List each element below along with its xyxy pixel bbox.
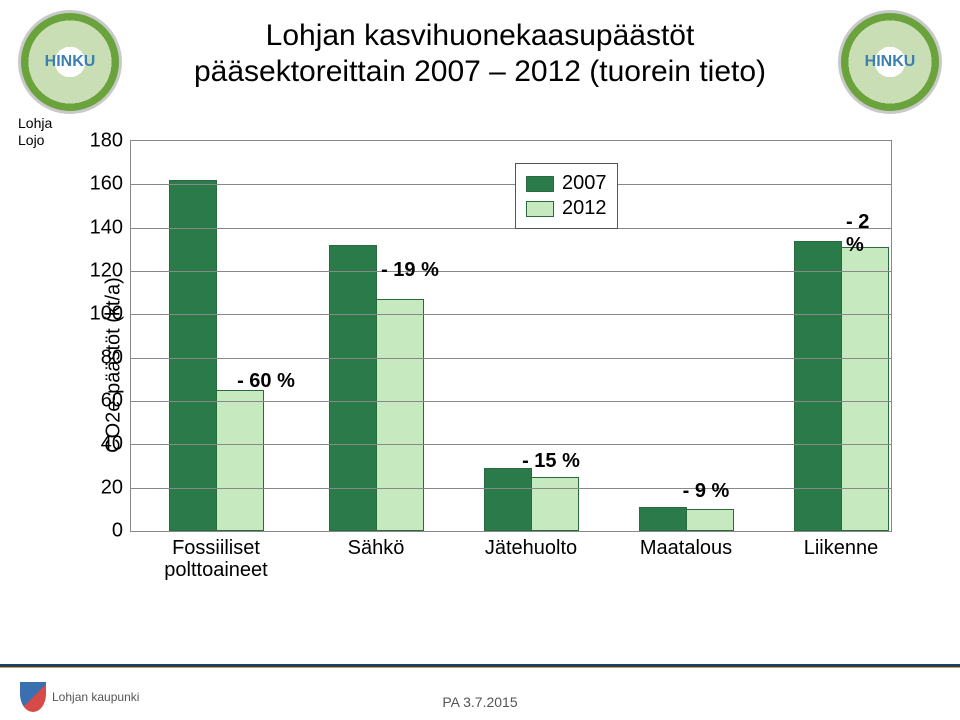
y-tick: 140 [90, 216, 123, 239]
y-tick: 180 [90, 130, 123, 153]
footer: Lohjan kaupunki PA 3.7.2015 [0, 664, 960, 720]
x-label: Sähkö [296, 537, 456, 559]
y-tick: 60 [101, 390, 123, 413]
crest-text: Lohjan kaupunki [52, 690, 139, 704]
gridline [131, 358, 891, 359]
legend: 20072012 [515, 163, 618, 229]
title-line-1: Lohjan kasvihuonekaasupäästöt [0, 18, 960, 54]
bar-2012 [216, 390, 264, 531]
shield-icon [20, 682, 46, 712]
y-tick: 160 [90, 173, 123, 196]
bar-2007 [639, 507, 687, 531]
x-label: Liikenne [761, 537, 921, 559]
legend-label: 2012 [562, 197, 607, 220]
title-line-2: pääsektoreittain 2007 – 2012 (tuorein ti… [0, 54, 960, 90]
logo-left-sub1: Lohja [18, 116, 122, 131]
gridline [131, 271, 891, 272]
legend-row: 2012 [526, 197, 607, 220]
bar-2007 [169, 180, 217, 531]
bars-layer [131, 141, 891, 531]
footer-date: PA 3.7.2015 [442, 694, 517, 710]
legend-row: 2007 [526, 172, 607, 195]
bar-pair [169, 180, 264, 531]
legend-label: 2007 [562, 172, 607, 195]
gridline [131, 488, 891, 489]
x-label: Maatalous [606, 537, 766, 559]
gridline [131, 184, 891, 185]
bar-pair [639, 507, 734, 531]
bar-chart: CO2e-päästöt (kt/a) 02040608010012014016… [60, 140, 890, 590]
gridline [131, 228, 891, 229]
y-tick: 40 [101, 433, 123, 456]
bar-2012 [686, 509, 734, 531]
gridline [131, 314, 891, 315]
bar-2007 [484, 468, 532, 531]
y-tick: 80 [101, 346, 123, 369]
pct-label: - 15 % [522, 450, 580, 473]
pct-label: - 2 % [846, 211, 876, 257]
legend-swatch [526, 201, 554, 217]
y-tick: 100 [90, 303, 123, 326]
bar-pair [484, 468, 579, 531]
footer-divider [0, 664, 960, 668]
gridline [131, 401, 891, 402]
y-tick: 120 [90, 260, 123, 283]
municipal-crest: Lohjan kaupunki [20, 682, 139, 712]
bar-2012 [531, 477, 579, 531]
x-label: Fossiilisetpolttoaineet [136, 537, 296, 581]
plot-area: 020406080100120140160180Fossiilisetpoltt… [130, 140, 892, 532]
slide-title: Lohjan kasvihuonekaasupäästöt pääsektore… [0, 18, 960, 90]
pct-label: - 60 % [237, 370, 295, 393]
pct-label: - 19 % [381, 259, 439, 282]
pct-label: - 9 % [683, 480, 730, 503]
legend-swatch [526, 176, 554, 192]
bar-2012 [376, 299, 424, 531]
gridline [131, 444, 891, 445]
y-tick: 20 [101, 476, 123, 499]
x-label: Jätehuolto [451, 537, 611, 559]
y-tick: 0 [112, 520, 123, 543]
